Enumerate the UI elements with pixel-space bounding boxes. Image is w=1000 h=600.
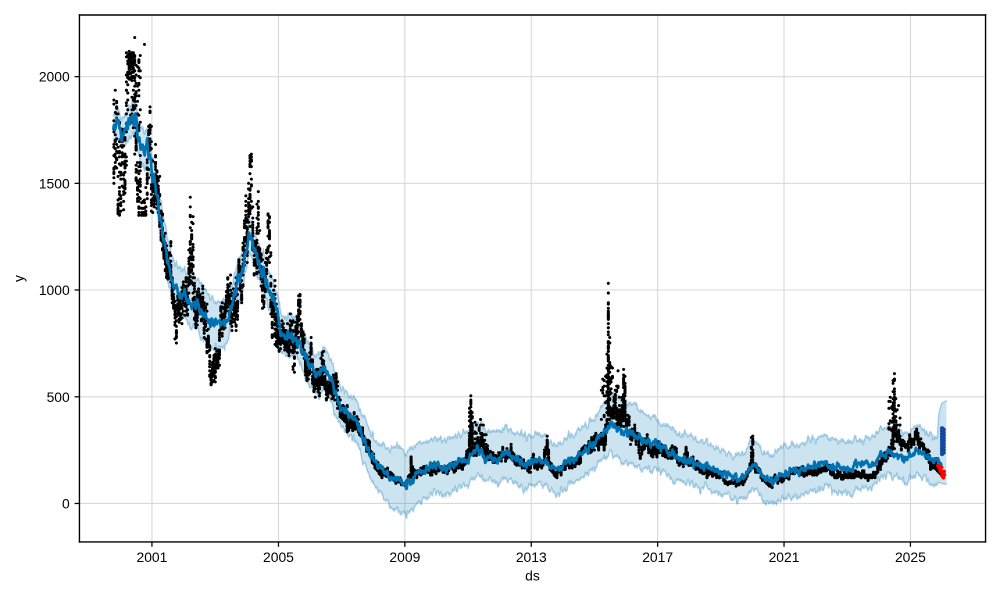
svg-text:2021: 2021: [769, 549, 800, 565]
svg-text:2005: 2005: [263, 549, 294, 565]
svg-text:500: 500: [47, 389, 70, 405]
svg-text:ds: ds: [525, 567, 540, 583]
svg-text:1000: 1000: [39, 282, 70, 298]
svg-text:0: 0: [62, 495, 70, 511]
svg-text:y: y: [10, 275, 26, 282]
svg-text:2025: 2025: [895, 549, 926, 565]
svg-text:2009: 2009: [389, 549, 420, 565]
svg-text:2001: 2001: [137, 549, 168, 565]
svg-text:1500: 1500: [39, 175, 70, 191]
svg-text:2017: 2017: [642, 549, 673, 565]
svg-text:2000: 2000: [39, 69, 70, 85]
svg-text:2013: 2013: [516, 549, 547, 565]
